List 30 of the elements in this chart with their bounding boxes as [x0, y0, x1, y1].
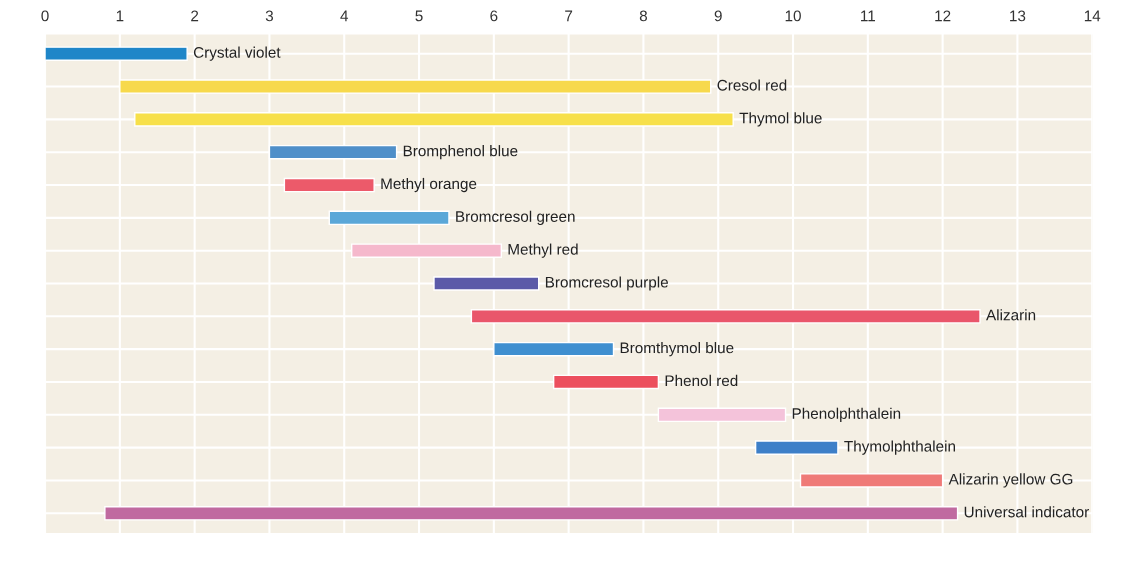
x-tick-label: 12	[935, 10, 951, 22]
y-tick-label: Cresol red	[717, 79, 787, 91]
y-tick-label: Thymolphthalein	[844, 440, 955, 455]
x-tick-label: 13	[1010, 10, 1026, 22]
x-tick-label: 0	[41, 10, 49, 22]
y-tick-label: Methyl red	[508, 243, 578, 258]
y-tick-label: Methyl orange	[381, 177, 477, 193]
x-tick-label: 7	[565, 10, 573, 22]
x-tick-label: 10	[785, 10, 801, 22]
y-tick-label: Bromthymol blue	[620, 342, 734, 357]
y-tick-label: Bromcresol purple	[545, 276, 668, 291]
y-tick-label: Universal indicator	[964, 506, 1089, 518]
x-tick-label: 5	[415, 10, 423, 22]
x-tick-label: 8	[639, 10, 648, 22]
x-tick-label: 1	[116, 10, 124, 22]
y-tick-label: Crystal violet	[193, 46, 281, 61]
x-tick-label: 11	[861, 10, 876, 22]
x-tick-label: 4	[340, 10, 349, 22]
x-tick-label: 3	[265, 10, 274, 22]
y-tick-label: Phenol red	[665, 374, 738, 387]
x-tick-label: 2	[191, 10, 199, 22]
y-tick-label: Phenolphthalein	[792, 407, 901, 422]
x-tick-label: 9	[714, 10, 722, 22]
y-tick-label: Alizarin yellow GG	[948, 473, 1073, 488]
x-tick-label: 14	[1084, 10, 1101, 22]
y-tick-label: Thymol blue	[739, 112, 822, 127]
y-tick-label: Bromcresol green	[456, 210, 575, 225]
y-tick-label: Bromphenol blue	[403, 145, 518, 160]
x-tick-label: 6	[490, 10, 498, 22]
y-tick-label: Alizarin	[986, 309, 1036, 321]
